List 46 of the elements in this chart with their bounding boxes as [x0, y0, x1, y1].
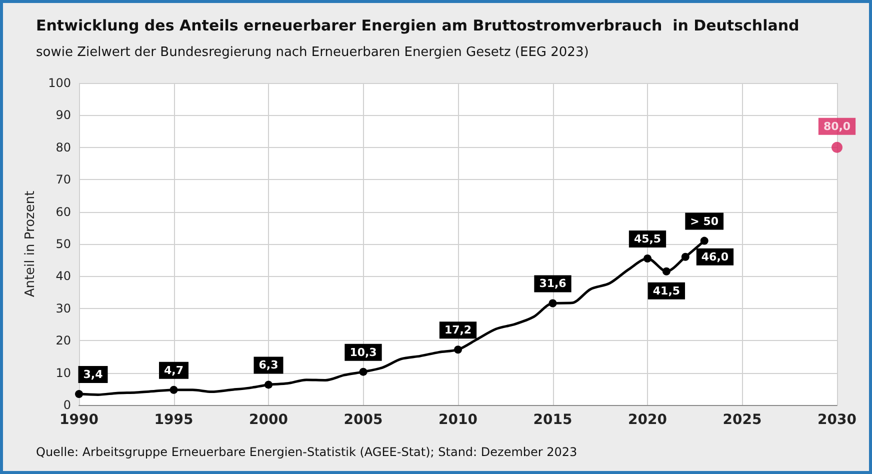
x-tick-label: 2025 — [722, 412, 762, 428]
point — [75, 390, 83, 398]
chart-title: Entwicklung des Anteils erneuerbarer Energien am Bruttostromverbrauch in Deutschland — [36, 16, 800, 34]
data-label: 10,3 — [350, 346, 377, 359]
point — [700, 236, 708, 245]
y-axis-title: Anteil in Prozent — [23, 190, 38, 298]
data-label: 31,6 — [539, 277, 567, 290]
x-tick-label: 2005 — [344, 412, 383, 428]
data-label: 6,3 — [258, 358, 278, 372]
y-tick-label: 100 — [48, 76, 71, 90]
point — [359, 368, 368, 376]
data-label: 4,7 — [164, 364, 184, 377]
point — [264, 380, 272, 389]
data-label: 45,5 — [634, 232, 662, 246]
x-tick-label: 1995 — [154, 412, 194, 428]
y-tick-label: 80 — [56, 140, 71, 154]
point — [681, 252, 690, 261]
data-label: 3,4 — [83, 368, 104, 382]
y-tick-label: 30 — [56, 301, 71, 316]
source-note: Quelle: Arbeitsgruppe Erneuerbare Energien-Statistik (AGEE-Stat); Stand: Dezember 2023 — [36, 445, 578, 459]
point — [548, 299, 557, 308]
y-tick-label: 50 — [56, 237, 71, 251]
y-tick-label: 40 — [56, 269, 71, 284]
x-tick-label: 2000 — [249, 412, 288, 428]
y-tick-label: 0 — [63, 398, 71, 412]
y-tick-label: 70 — [56, 172, 71, 187]
point — [454, 346, 462, 354]
x-tick-label: 2015 — [533, 412, 572, 428]
data-label: > 50 — [690, 214, 719, 228]
point — [662, 267, 670, 276]
x-tick-label: 2010 — [438, 412, 478, 428]
point — [170, 386, 178, 394]
point — [832, 142, 842, 153]
chart-subtitle: sowie Zielwert der Bundesregierung nach Erneuerbaren Energien Gesetz (EEG 2023) — [36, 45, 589, 60]
y-tick-label: 90 — [56, 108, 71, 122]
x-tick-label: 2030 — [818, 412, 857, 428]
x-tick-label: 1990 — [60, 412, 99, 428]
data-label: 41,5 — [652, 284, 680, 298]
y-tick-label: 20 — [56, 334, 71, 348]
data-label: 46,0 — [701, 250, 729, 264]
point — [644, 254, 652, 262]
y-tick-label: 10 — [56, 366, 71, 380]
data-label: 17,2 — [444, 324, 472, 337]
y-tick-label: 60 — [56, 204, 71, 219]
x-tick-label: 2020 — [628, 412, 668, 428]
data-label: 80,0 — [823, 120, 851, 133]
